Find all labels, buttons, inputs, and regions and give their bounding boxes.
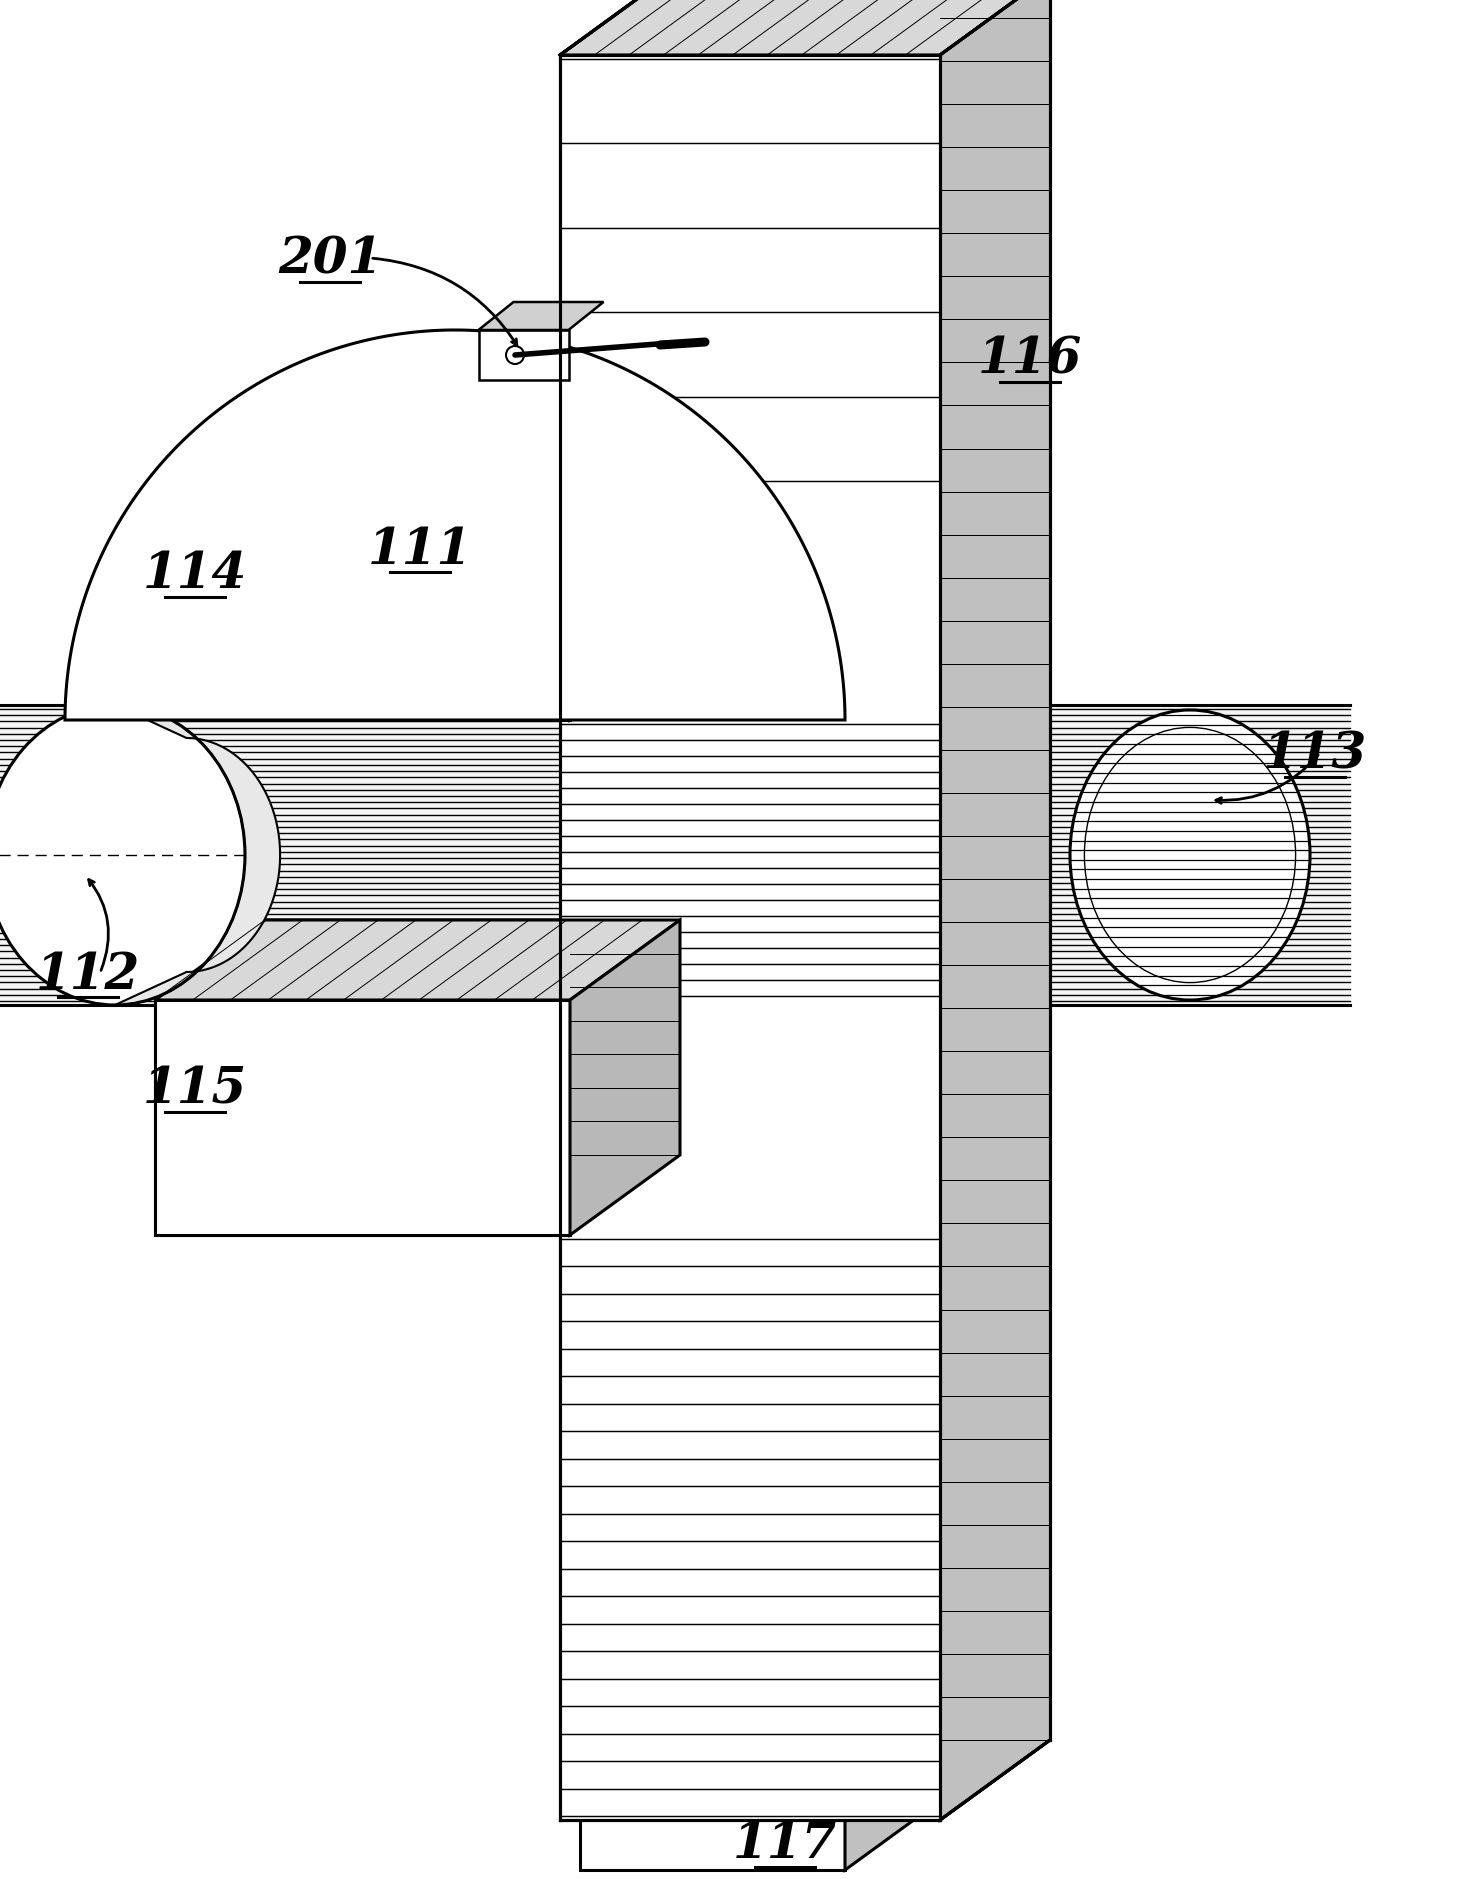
Polygon shape — [560, 54, 940, 1821]
Text: 116: 116 — [978, 336, 1083, 385]
Text: 114: 114 — [142, 551, 246, 599]
Polygon shape — [156, 485, 571, 720]
Polygon shape — [571, 921, 681, 1235]
Polygon shape — [156, 921, 681, 1000]
Polygon shape — [579, 1821, 845, 1870]
Text: 115: 115 — [142, 1065, 246, 1114]
Polygon shape — [156, 485, 571, 720]
Polygon shape — [156, 406, 681, 485]
Text: 117: 117 — [734, 1821, 838, 1870]
Polygon shape — [114, 705, 280, 1005]
Polygon shape — [0, 705, 1350, 1005]
Polygon shape — [65, 331, 845, 720]
Polygon shape — [156, 921, 681, 1000]
Text: 201: 201 — [277, 235, 381, 284]
Polygon shape — [560, 54, 940, 1821]
Ellipse shape — [1069, 710, 1310, 1000]
Circle shape — [506, 346, 524, 365]
Ellipse shape — [0, 705, 245, 1005]
Polygon shape — [579, 1740, 955, 1821]
Polygon shape — [560, 54, 940, 1821]
Polygon shape — [940, 0, 1050, 1821]
Text: 113: 113 — [1263, 731, 1367, 780]
Polygon shape — [478, 303, 603, 331]
Polygon shape — [560, 0, 1050, 54]
Polygon shape — [156, 1000, 571, 1235]
Polygon shape — [156, 406, 681, 485]
Polygon shape — [156, 1000, 571, 1235]
Polygon shape — [478, 331, 569, 380]
Polygon shape — [571, 406, 681, 720]
Polygon shape — [940, 0, 1050, 1821]
Text: 111: 111 — [368, 526, 472, 575]
Polygon shape — [571, 406, 681, 720]
Polygon shape — [571, 921, 681, 1235]
Text: 112: 112 — [35, 951, 141, 1000]
Polygon shape — [845, 1740, 955, 1870]
